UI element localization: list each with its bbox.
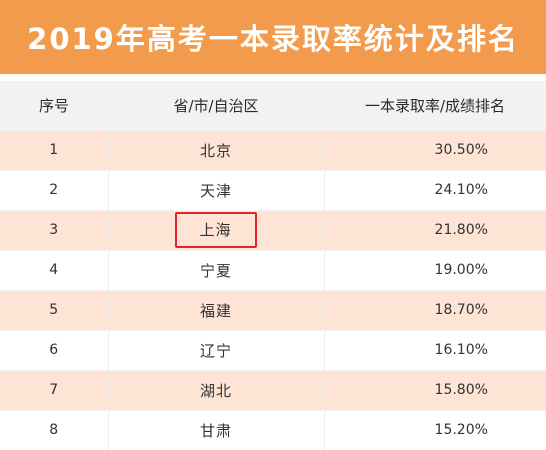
rate-cell: 19.00% (323, 249, 546, 290)
rate-cell: 18.70% (323, 289, 546, 330)
admission-rate-table: 序号 省/市/自治区 一本录取率/成绩排名 1 北京 30.50% 2 天津 2… (0, 81, 546, 450)
rate-cell: 15.20% (323, 409, 546, 450)
rate-cell: 24.10% (323, 169, 546, 210)
page-title: 2019年高考一本录取率统计及排名 (27, 22, 519, 56)
table-row: 8 甘肃 15.20% (0, 409, 546, 450)
table-row: 1 北京 30.50% (0, 129, 546, 170)
rate-cell: 30.50% (323, 129, 546, 170)
rank-cell: 7 (0, 369, 108, 410)
province-cell: 宁夏 (107, 249, 324, 290)
header-rate: 一本录取率/成绩排名 (364, 96, 506, 115)
rank-cell: 5 (0, 289, 108, 330)
province-cell: 上海 (107, 209, 324, 250)
province-cell: 福建 (107, 289, 324, 330)
header-province: 省/市/自治区 (173, 96, 259, 115)
table-row: 2 天津 24.10% (0, 169, 546, 210)
province-cell: 北京 (107, 129, 324, 170)
header-rank: 序号 (38, 96, 69, 115)
rate-cell: 21.80% (323, 209, 546, 250)
table-row: 4 宁夏 19.00% (0, 249, 546, 290)
table-row: 6 辽宁 16.10% (0, 329, 546, 370)
title-banner: 2019年高考一本录取率统计及排名 (0, 0, 546, 74)
province-cell: 辽宁 (107, 329, 324, 370)
table-row: 7 湖北 15.80% (0, 369, 546, 410)
rate-cell: 16.10% (323, 329, 546, 370)
rank-cell: 8 (0, 409, 108, 450)
rank-cell: 2 (0, 169, 108, 210)
rate-cell: 15.80% (323, 369, 546, 410)
rank-cell: 1 (0, 129, 108, 170)
table-header-row: 序号 省/市/自治区 一本录取率/成绩排名 (0, 81, 546, 130)
province-cell: 天津 (107, 169, 324, 210)
rank-cell: 4 (0, 249, 108, 290)
banner-gap (0, 74, 546, 81)
province-cell: 湖北 (107, 369, 324, 410)
table-row: 5 福建 18.70% (0, 289, 546, 330)
table-row: 3 上海 21.80% (0, 209, 546, 250)
rank-cell: 3 (0, 209, 108, 250)
rank-cell: 6 (0, 329, 108, 370)
highlight-box: 上海 (175, 212, 257, 248)
province-cell: 甘肃 (107, 409, 324, 450)
